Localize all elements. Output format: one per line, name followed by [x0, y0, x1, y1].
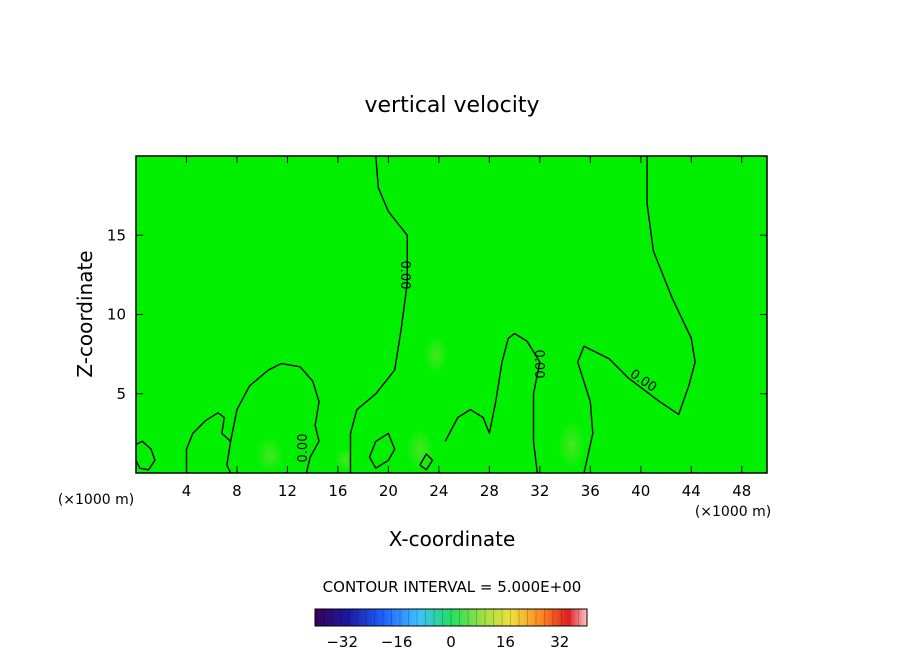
colorbar-tick-label: 0	[446, 633, 456, 651]
x-tick-label: 48	[732, 482, 751, 500]
colorbar-segments	[323, 609, 579, 626]
x-axis-label: X-coordinate	[389, 527, 516, 551]
colorbar-tick-label: −16	[381, 633, 413, 651]
x-tick-label: 36	[581, 482, 600, 500]
zero-contour	[444, 332, 541, 474]
y-tick-label: 15	[107, 226, 126, 244]
zero-contour	[368, 432, 396, 469]
x-tick-label: 20	[379, 482, 398, 500]
zero-contour	[577, 156, 696, 474]
x-unit-label-right: (×1000 m)	[695, 504, 771, 520]
x-tick-label: 16	[328, 482, 347, 500]
colorbar-tick-label: 16	[496, 633, 515, 651]
zero-contour	[349, 155, 408, 473]
zero-contour	[229, 362, 320, 474]
x-tick-label: 8	[232, 482, 242, 500]
contour-field	[136, 156, 767, 473]
y-axis-label: Z-coordinate	[73, 250, 97, 377]
zero-contour	[135, 440, 156, 471]
y-axis: 5 10 15	[107, 226, 767, 403]
zero-contour-lines	[135, 155, 696, 474]
x-tick-label: 28	[480, 482, 499, 500]
y-tick-label: 5	[116, 385, 126, 403]
x-tick-label: 44	[682, 482, 701, 500]
zero-contour	[185, 412, 232, 474]
colorbar-tick-label: −32	[326, 633, 358, 651]
x-tick-label: 24	[429, 482, 448, 500]
x-tick-label: 32	[530, 482, 549, 500]
colorbar-ticks: −32 −16 0 16 32	[326, 633, 569, 651]
x-tick-label: 40	[631, 482, 650, 500]
x-tick-label: 12	[278, 482, 297, 500]
x-tick-label: 4	[182, 482, 192, 500]
contour-label: 0.00	[531, 350, 546, 379]
colorbar-tick-label: 32	[550, 633, 569, 651]
chart-title: vertical velocity	[364, 93, 539, 118]
contour-interval-label: CONTOUR INTERVAL = 5.000E+00	[323, 578, 582, 596]
contour-label: 0.00	[397, 261, 412, 290]
x-axis: 4 8 12 16 20 24 28 32 36 40 44 48	[182, 156, 751, 500]
contour-label: 0.00	[296, 434, 311, 463]
field-variations	[256, 335, 586, 473]
x-unit-label-left: (×1000 m)	[58, 492, 134, 508]
colorbar	[314, 608, 588, 627]
y-tick-label: 10	[107, 306, 126, 324]
zero-contour	[419, 453, 434, 471]
